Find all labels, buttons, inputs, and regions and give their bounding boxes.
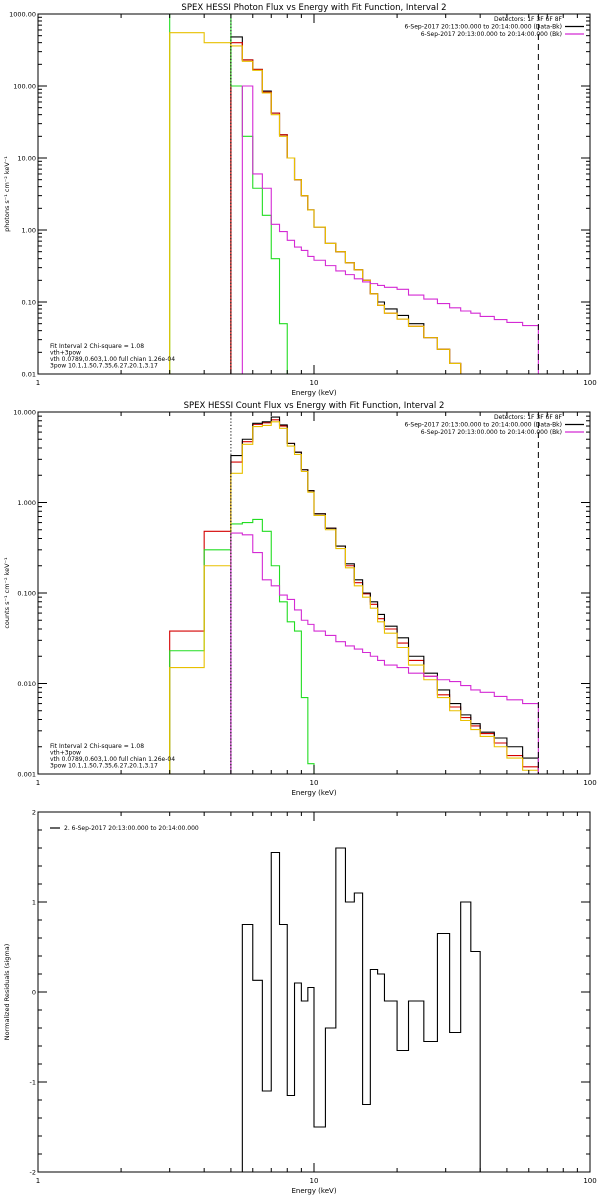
legend-entry: Fit Interval 2 Chi-square = 1.08	[50, 743, 144, 750]
y-tick-label: -2	[30, 1169, 36, 1177]
y-tick-label: 1.00	[22, 227, 36, 235]
x-tick-label: 100	[583, 1177, 596, 1185]
header-line: Detectors: 1F 3F 6F 8F	[494, 16, 563, 23]
y-axis-label: counts s⁻¹ cm⁻² keV⁻¹	[3, 557, 11, 629]
legend-entry: vth+3pow	[50, 750, 81, 757]
header-line: 6-Sep-2017 20:13:00.000 to 20:14:00.000 …	[404, 422, 562, 429]
series-line-sum	[230, 42, 539, 374]
x-tick-label: 10	[310, 379, 319, 387]
x-tick-label: 1	[36, 779, 40, 787]
series-line-bk	[230, 85, 539, 374]
legend-entry: vth 0.0789,0.603,1.00 full chian 1.26e-0…	[50, 756, 175, 763]
y-tick-label: 1.000	[17, 499, 36, 507]
y-tick-label: 0.01	[22, 371, 36, 379]
series-line-bk	[230, 532, 539, 774]
y-tick-label: 1	[32, 899, 36, 907]
y-tick-label: 0.010	[17, 680, 36, 688]
header-line: Detectors: 1F 3F 6F 8F	[494, 414, 563, 421]
y-tick-label: 0.100	[17, 590, 36, 598]
legend-entry: vth 0.0789,0.603,1.00 full chian 1.26e-0…	[50, 356, 175, 363]
chart-panel-3: 1 10 100 Energy (keV) -2 -1 0 1 2 Normalized Resi…	[3, 809, 597, 1196]
y-tick-label: 2	[32, 809, 36, 817]
series-group	[169, 416, 551, 774]
series-line-total	[230, 36, 539, 374]
series-line-sum	[169, 419, 539, 774]
y-tick-label: 1000.00	[9, 11, 36, 19]
x-tick-label: 10	[310, 1177, 319, 1185]
chart-title: SPEX HESSI Count Flux vs Energy with Fit…	[184, 401, 445, 411]
x-tick-label: 100	[583, 779, 596, 787]
y-axis-label: Normalized Residuals (sigma)	[3, 944, 11, 1041]
series-line-vth	[169, 14, 308, 374]
legend-entry: 2. 6-Sep-2017 20:13:00.000 to 20:14:00.0…	[64, 825, 199, 832]
plot-frame	[37, 411, 591, 775]
chart-panel-2: SPEX HESSI Count Flux vs Energy with Fit…	[3, 401, 597, 797]
y-tick-label: 0.001	[17, 771, 36, 779]
series-group	[169, 14, 539, 374]
series-line-bpow	[169, 421, 551, 774]
y-tick-label: -1	[30, 1079, 36, 1087]
chart-panel-1: SPEX HESSI Photon Flux vs Energy with Fi…	[3, 3, 597, 397]
y-tick-label: 10.000	[13, 409, 36, 417]
legend-entry: vth+3pow	[50, 350, 81, 357]
x-tick-label: 1	[36, 1177, 40, 1185]
y-tick-label: 0.10	[22, 299, 36, 307]
legend-entry: 3pow 10.1,1.50,7.35,6.27,20.1,3.17	[50, 363, 158, 370]
y-tick-label: 0	[32, 989, 36, 997]
x-tick-label: 10	[310, 779, 319, 787]
legend-entry: Fit Interval 2 Chi-square = 1.08	[50, 343, 144, 350]
header-line: 6-Sep-2017 20:13:00.000 to 20:14:00.000 …	[421, 429, 562, 436]
x-axis-label: Energy (keV)	[291, 789, 336, 797]
header-line: 6-Sep-2017 20:13:00.000 to 20:14:00.000 …	[404, 24, 562, 31]
series-line-vth	[169, 518, 326, 774]
x-axis-label: Energy (keV)	[291, 1187, 336, 1195]
y-tick-label: 10.00	[17, 155, 36, 163]
series-line-total	[230, 416, 539, 774]
chart-title: SPEX HESSI Photon Flux vs Energy with Fi…	[181, 3, 446, 13]
x-axis-label: Energy (keV)	[291, 389, 336, 397]
series-group	[230, 847, 495, 1172]
series-line-total	[230, 847, 495, 1172]
x-tick-label: 1	[36, 379, 40, 387]
y-tick-label: 100.00	[13, 83, 36, 91]
series-line-bpow	[169, 32, 539, 374]
y-axis-label: photons s⁻¹ cm⁻² keV⁻¹	[3, 156, 11, 232]
legend-entry: 3pow 10.1,1.50,7.35,6.27,20.1,3.17	[50, 763, 158, 770]
header-line: 6-Sep-2017 20:13:00.000 to 20:14:00.000 …	[421, 31, 562, 38]
x-tick-label: 100	[583, 379, 596, 387]
